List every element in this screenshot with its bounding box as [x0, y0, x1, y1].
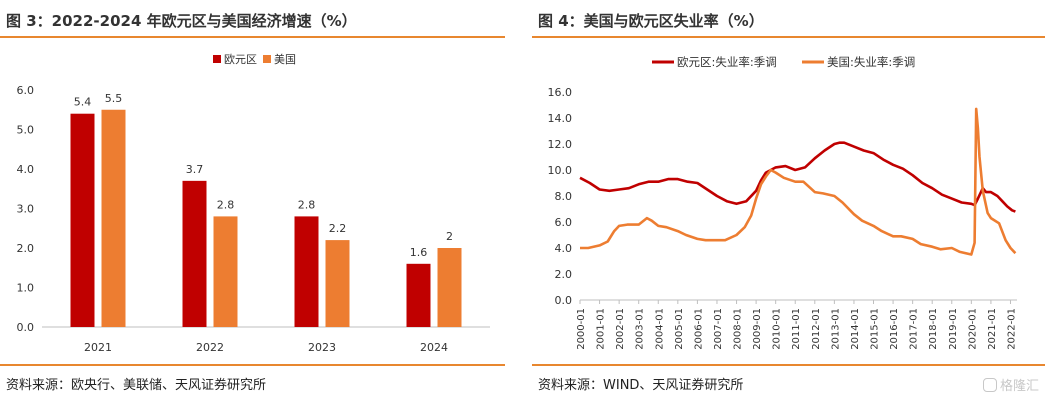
- bottom-rule: [0, 364, 505, 366]
- top-rule: [532, 36, 1045, 38]
- x-tick-label: 2005-01: [674, 308, 685, 350]
- top-rule: [0, 36, 505, 38]
- data-label: 2.2: [329, 222, 347, 235]
- x-tick-label: 2002-01: [615, 308, 626, 350]
- gdp-growth-bar-chart: 欧元区 美国 0.0 1.0 2.0 3.0 4.0 5.0 6.0 2021 5.4 5.5 2022…: [17, 53, 490, 354]
- y-tick-label: 14.0: [548, 112, 573, 125]
- y-tick-label: 16.0: [548, 86, 573, 99]
- figure-4-source: 资料来源：WIND、天风证券研究所: [538, 378, 744, 393]
- y-tick-label: 3.0: [17, 203, 35, 216]
- gdp-growth-panel: 图 3：2022-2024 年欧元区与美国经济增速（%） 欧元区 美国 0.0 1.0…: [0, 0, 505, 400]
- bar: [182, 180, 207, 327]
- euro-area-unemployment-line: [579, 141, 1016, 213]
- bar: [70, 113, 95, 327]
- y-tick-label: 8.0: [555, 190, 573, 203]
- x-tick-label: 2022: [196, 341, 224, 354]
- bar: [101, 109, 126, 327]
- y-tick-label: 4.0: [555, 242, 573, 255]
- x-tick-label: 2011-01: [791, 308, 802, 350]
- legend-swatch: [213, 55, 221, 63]
- x-tick-label: 2016-01: [889, 308, 900, 350]
- x-tick-label: 2001-01: [596, 308, 607, 350]
- data-label: 2: [446, 230, 453, 243]
- us-unemployment-line: [580, 107, 1017, 256]
- data-label: 3.7: [186, 163, 204, 176]
- bottom-rule: [532, 364, 1045, 366]
- x-tick-label: 2010-01: [772, 308, 783, 350]
- y-tick-label: 5.0: [17, 124, 35, 137]
- watermark: 格隆汇: [982, 375, 1039, 394]
- data-label: 2.8: [217, 198, 235, 211]
- legend-swatch: [263, 55, 271, 63]
- x-tick-label: 2024: [420, 341, 448, 354]
- figure-3-title: 图 3：2022-2024 年欧元区与美国经济增速（%）: [6, 12, 357, 30]
- figure-3-source: 资料来源：欧央行、美联储、天风证券研究所: [6, 378, 267, 393]
- data-label: 1.6: [410, 246, 428, 259]
- data-label: 5.4: [74, 96, 92, 109]
- legend-label: 欧元区: [224, 53, 257, 66]
- y-tick-label: 0.0: [555, 294, 573, 307]
- x-tick-label: 2021: [84, 341, 112, 354]
- bar: [437, 248, 462, 327]
- bar: [294, 216, 319, 327]
- x-tick-label: 2012-01: [811, 308, 822, 350]
- figure-4-title: 图 4：美国与欧元区失业率（%）: [538, 12, 764, 30]
- bar: [213, 216, 238, 327]
- x-tick-label: 2014-01: [850, 308, 861, 350]
- y-tick-label: 4.0: [17, 163, 35, 176]
- x-tick-label: 2019-01: [948, 308, 959, 350]
- unemployment-line-chart: 欧元区:失业率:季调 美国:失业率:季调 0.0 2.0 4.0 6.0 8.0 10.0 12…: [548, 55, 1018, 350]
- x-tick-label: 2000-01: [576, 308, 587, 350]
- data-label: 5.5: [105, 92, 123, 105]
- y-tick-label: 2.0: [17, 242, 35, 255]
- watermark-logo-icon: [982, 377, 997, 392]
- bar: [406, 263, 431, 327]
- x-tick-label: 2008-01: [733, 308, 744, 350]
- y-tick-label: 6.0: [17, 84, 35, 97]
- x-tick-label: 2013-01: [830, 308, 841, 350]
- x-tick-label: 2020-01: [967, 308, 978, 350]
- x-tick-label: 2007-01: [713, 308, 724, 350]
- x-tick-label: 2015-01: [870, 308, 881, 350]
- x-tick-label: 2022-01: [1006, 308, 1017, 350]
- unemployment-panel: 图 4：美国与欧元区失业率（%） 欧元区:失业率:季调 美国:失业率:季调 0.0 2…: [532, 0, 1045, 400]
- legend-label: 美国:失业率:季调: [827, 55, 915, 69]
- y-tick-label: 10.0: [548, 164, 573, 177]
- legend-label: 欧元区:失业率:季调: [677, 55, 777, 69]
- y-tick-label: 6.0: [555, 216, 573, 229]
- x-tick-label: 2021-01: [987, 308, 998, 350]
- x-tick-label: 2017-01: [909, 308, 920, 350]
- x-tick-label: 2023: [308, 341, 336, 354]
- x-tick-label: 2009-01: [752, 308, 763, 350]
- x-tick-label: 2018-01: [928, 308, 939, 350]
- watermark-text: 格隆汇: [999, 379, 1039, 394]
- x-tick-label: 2006-01: [693, 308, 704, 350]
- x-tick-label: 2003-01: [635, 308, 646, 350]
- legend-label: 美国: [274, 53, 296, 66]
- y-tick-label: 0.0: [17, 321, 35, 334]
- x-tick-label: 2004-01: [654, 308, 665, 350]
- bar: [325, 240, 350, 327]
- y-tick-label: 12.0: [548, 138, 573, 151]
- y-tick-label: 1.0: [17, 282, 35, 295]
- data-label: 2.8: [298, 198, 316, 211]
- y-tick-label: 2.0: [555, 268, 573, 281]
